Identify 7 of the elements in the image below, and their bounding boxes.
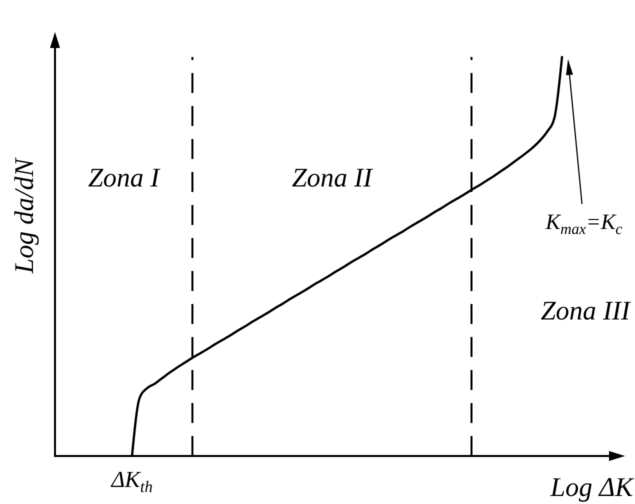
annotation: Zona III (540, 295, 632, 326)
annotation: ΔK$_{th}$ (110, 467, 153, 496)
annotation: Zona I (88, 162, 162, 192)
annotation: K$_{max}$=K$_{c}$ (544, 209, 623, 238)
annotation: Zona II (292, 162, 374, 192)
y-axis-title: Log da/dN (9, 156, 39, 274)
x-axis-title: Log ΔK (549, 472, 635, 502)
